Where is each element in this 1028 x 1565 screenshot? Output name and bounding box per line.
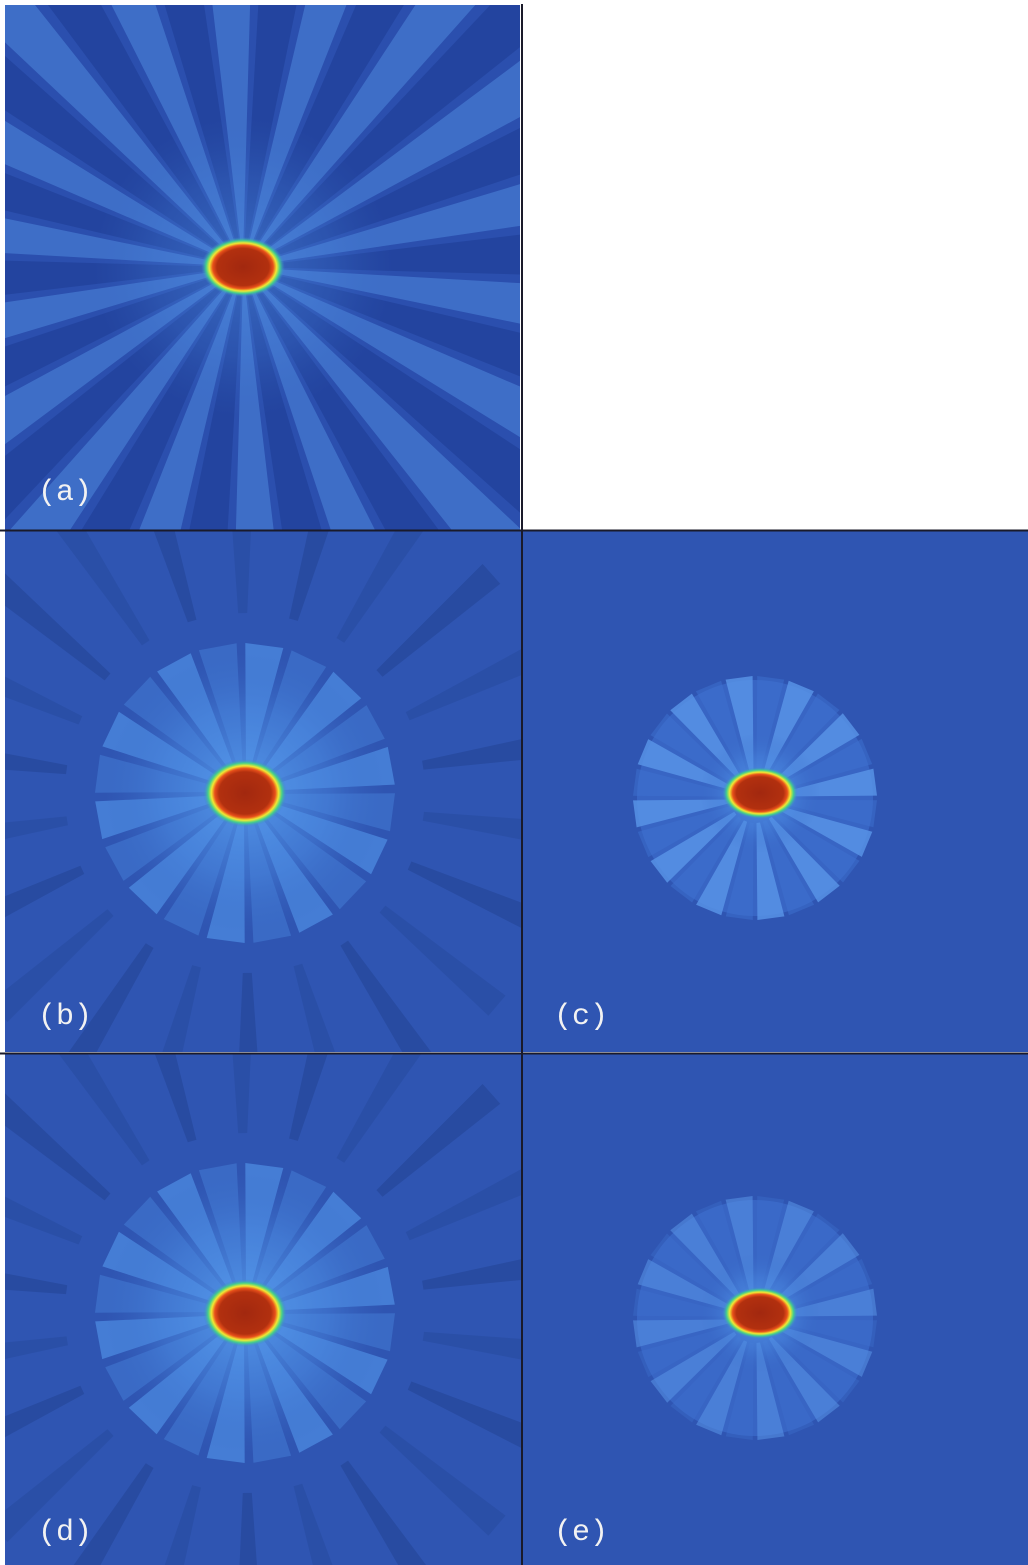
panel-label: (a) [38,476,92,510]
hot-spot [722,767,798,819]
panel-label: (e) [554,1516,608,1550]
margin [0,0,1028,4]
hot-spot [203,759,287,827]
panel-label: (b) [38,1000,92,1034]
figure: (a) (b) (c) (d) (e) [0,0,1028,1565]
hot-spot [201,237,285,297]
panel-label: (d) [38,1516,92,1550]
panel-label: (c) [554,1000,608,1034]
hot-spot [203,1279,287,1347]
hot-spot [722,1287,798,1339]
empty-area [523,0,1028,529]
